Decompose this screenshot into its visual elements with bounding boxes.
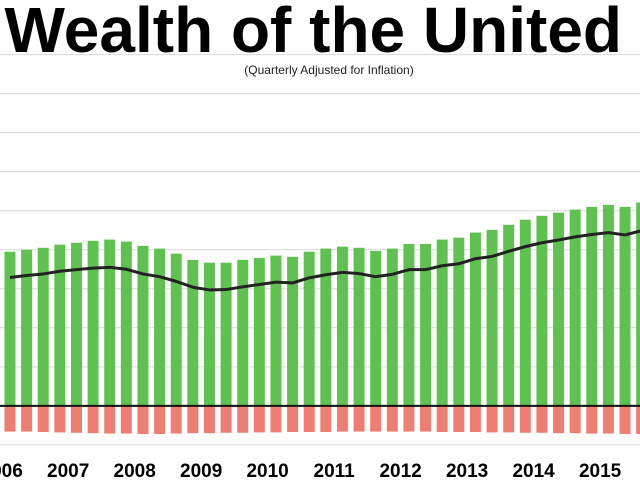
bar [70, 242, 82, 406]
bar [636, 405, 640, 434]
bar [170, 253, 182, 406]
bar [553, 212, 565, 406]
bar [569, 405, 581, 434]
x-tick-label: 2014 [512, 461, 555, 480]
bar [386, 405, 398, 432]
bar [21, 249, 33, 406]
bar [436, 405, 448, 432]
bar [170, 405, 182, 434]
bar [70, 405, 82, 433]
bar [4, 251, 16, 406]
bar [353, 405, 365, 432]
bar [303, 405, 315, 432]
bar [187, 259, 199, 406]
bar [436, 239, 448, 406]
line [9, 229, 640, 292]
bar [104, 405, 116, 434]
bar [519, 219, 531, 406]
x-tick-label: 2008 [114, 461, 156, 480]
bar [303, 251, 315, 406]
bar [486, 405, 498, 433]
bar [420, 405, 432, 432]
bar [453, 237, 465, 406]
bar [586, 405, 598, 434]
bar [469, 232, 481, 406]
bar [602, 204, 614, 406]
bar [54, 244, 66, 406]
x-tick-label: 2012 [379, 461, 421, 480]
bar [37, 247, 49, 406]
bar [120, 241, 132, 406]
bar [586, 206, 598, 406]
bar [4, 405, 16, 432]
bar [253, 257, 265, 406]
bar [37, 405, 49, 432]
x-tick-label: 2009 [180, 461, 222, 480]
x-axis-labels: 2006 2007 2008 2009 2010 2011 2012 2013 2014 2015… [0, 461, 622, 480]
bar [336, 246, 348, 406]
chart-subtitle: (Quarterly Adjusted for Inflation) [244, 63, 413, 77]
bar [486, 229, 498, 406]
x-tick-label: 2007 [47, 461, 89, 480]
bar [220, 262, 232, 406]
bar [336, 405, 348, 432]
bar [237, 259, 249, 406]
bar [553, 405, 565, 434]
bar [287, 256, 299, 406]
bar [370, 250, 382, 406]
bar [469, 405, 481, 432]
bar [453, 405, 465, 432]
bar [137, 405, 149, 434]
bar [320, 248, 332, 406]
bar [320, 405, 332, 432]
bar [203, 262, 215, 406]
bar [220, 405, 232, 433]
bar [54, 405, 66, 433]
bar [253, 405, 265, 433]
bar [636, 202, 640, 406]
x-tick-label: 2006 [0, 461, 23, 480]
bar [87, 405, 99, 434]
bar [237, 405, 249, 433]
bar [353, 247, 365, 406]
bar [104, 239, 116, 406]
x-tick-label: 2010 [246, 461, 288, 480]
bar [386, 248, 398, 406]
x-tick-label: 2015 [579, 461, 622, 480]
bar [602, 405, 614, 434]
bar [187, 405, 199, 434]
bar [120, 405, 132, 434]
x-tick-label: 2013 [446, 461, 488, 480]
marks [4, 202, 640, 434]
bar [270, 255, 282, 406]
chart-title: Wealth of the United [5, 0, 622, 66]
bar [270, 405, 282, 433]
bar [154, 248, 166, 406]
bar [503, 224, 515, 406]
bar [619, 405, 631, 434]
bar [403, 243, 415, 406]
bar [403, 405, 415, 432]
bar [536, 215, 548, 406]
bar [21, 405, 33, 432]
bar [519, 405, 531, 433]
bar [503, 405, 515, 433]
x-tick-label: 2011 [314, 461, 356, 480]
bar [203, 405, 215, 434]
bar [370, 405, 382, 432]
bar [536, 405, 548, 433]
bar [287, 405, 299, 432]
bar [137, 245, 149, 406]
bar [420, 243, 432, 406]
bar [569, 209, 581, 406]
bar [154, 405, 166, 434]
bar [619, 206, 631, 406]
bar [87, 240, 99, 406]
